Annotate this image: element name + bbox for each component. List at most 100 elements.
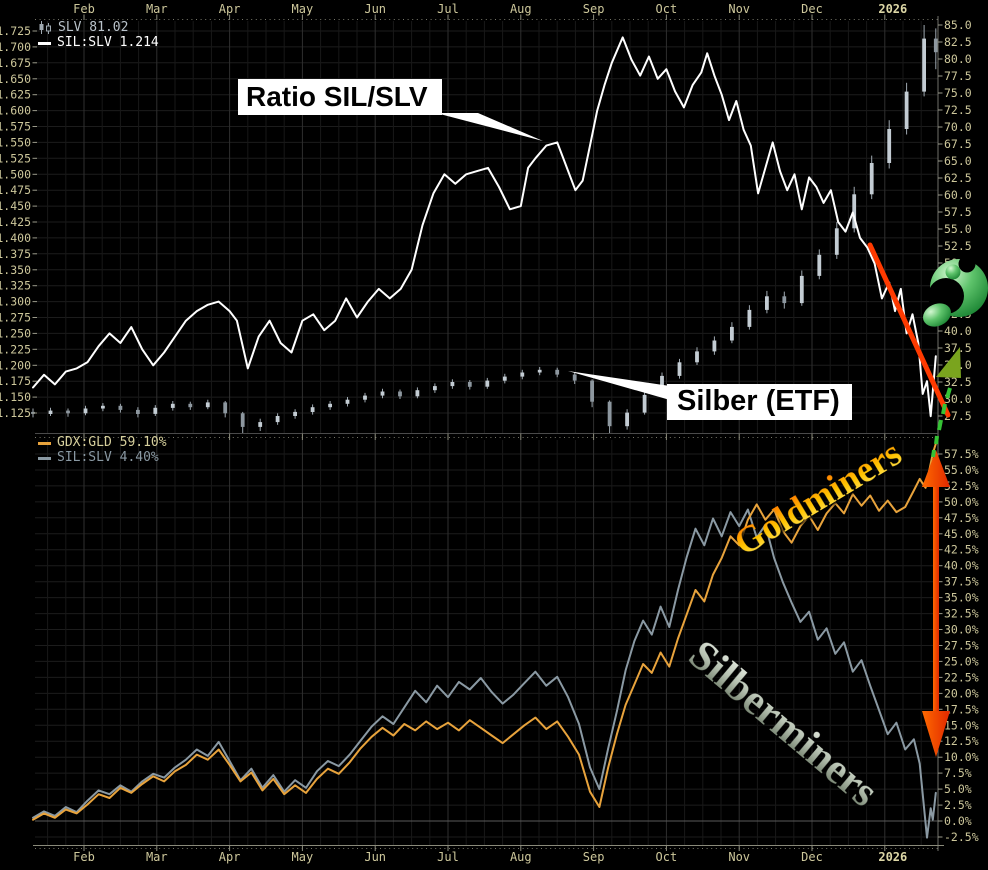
gdx-gld-percent-line [32,442,937,821]
silber-etf-callout[interactable]: Silber (ETF) [667,384,852,420]
svg-text:60.0: 60.0 [944,188,972,202]
svg-text:62.5: 62.5 [944,171,972,185]
svg-text:7.5%: 7.5% [944,766,972,780]
svg-text:Dec: Dec [801,2,823,16]
svg-text:30.0: 30.0 [944,392,972,406]
svg-text:30.0%: 30.0% [944,623,979,637]
svg-text:0.0%: 0.0% [944,814,972,828]
legend-row-sil[interactable]: SIL:SLV 4.40% [38,451,167,465]
svg-text:82.5: 82.5 [944,35,972,49]
svg-text:25.0%: 25.0% [944,654,979,668]
svg-text:22.5%: 22.5% [944,670,979,684]
svg-text:Jul: Jul [437,2,459,16]
legend-row-slv[interactable]: SLV 81.02 [38,21,159,35]
slv-candlestick-series [31,25,938,434]
svg-text:1.725: 1.725 [0,24,31,38]
svg-text:Feb: Feb [73,2,95,16]
svg-text:10.0%: 10.0% [944,750,979,764]
svg-text:52.5: 52.5 [944,239,972,253]
top-chart-legend: SLV 81.02 SIL:SLV 1.214 [38,21,159,50]
svg-text:37.5: 37.5 [944,341,972,355]
svg-text:1.125: 1.125 [0,406,31,420]
svg-text:1.700: 1.700 [0,40,31,54]
svg-text:Jun: Jun [364,2,386,16]
svg-text:85.0: 85.0 [944,18,972,32]
svg-text:70.0: 70.0 [944,120,972,134]
svg-text:1.500: 1.500 [0,167,31,181]
svg-text:1.375: 1.375 [0,247,31,261]
svg-text:1.300: 1.300 [0,295,31,309]
svg-text:Mar: Mar [146,850,168,864]
svg-text:55.0%: 55.0% [944,463,979,477]
svg-text:1.425: 1.425 [0,215,31,229]
line-swatch-white-icon [38,41,51,45]
svg-text:80.0: 80.0 [944,52,972,66]
svg-text:Apr: Apr [219,850,241,864]
svg-text:32.5%: 32.5% [944,607,979,621]
svg-text:5.0%: 5.0% [944,782,972,796]
ratio-callout-tail[interactable] [436,113,543,141]
svg-text:Dec: Dec [801,850,823,864]
svg-text:Aug: Aug [510,850,532,864]
green-dashed-up-arrow[interactable] [931,347,961,458]
legend-row-gdx[interactable]: GDX:GLD 59.10% [38,436,167,450]
svg-text:2.5%: 2.5% [944,798,972,812]
time-axis[interactable]: Feb Feb Mar Mar Apr Apr May May Jun Jun Jul Jul Aug A… [73,2,907,864]
svg-text:-2.5%: -2.5% [944,830,979,844]
svg-text:55.0: 55.0 [944,222,972,236]
svg-text:Oct: Oct [656,850,678,864]
legend-label-gdx: GDX:GLD 59.10% [57,435,167,450]
silber-callout-tail[interactable] [568,371,670,400]
top-left-price-axis[interactable]: 1.725 1.700 1.675 1.650 1.625 1.600 1.5751.550… [0,24,37,420]
svg-text:67.5: 67.5 [944,137,972,151]
sil-slv-ratio-line [32,36,937,418]
legend-label-sil: SIL:SLV 4.40% [57,450,159,465]
legend-row-ratio[interactable]: SIL:SLV 1.214 [38,36,159,50]
svg-text:52.5%: 52.5% [944,479,979,493]
svg-text:1.450: 1.450 [0,199,31,213]
svg-text:1.200: 1.200 [0,358,31,372]
svg-text:1.625: 1.625 [0,88,31,102]
svg-text:32.5: 32.5 [944,375,972,389]
candlestick-icon [38,21,52,35]
svg-text:1.475: 1.475 [0,183,31,197]
red-double-headed-arrow[interactable] [922,450,950,757]
svg-text:1.175: 1.175 [0,374,31,388]
svg-text:1.600: 1.600 [0,104,31,118]
svg-text:Feb: Feb [73,850,95,864]
svg-text:1.350: 1.350 [0,263,31,277]
green-swoosh-ornament-icon [923,255,988,327]
svg-text:40.0: 40.0 [944,324,972,338]
line-swatch-gray-icon [38,456,51,460]
legend-label-ratio: SIL:SLV 1.214 [57,35,159,50]
svg-text:Sep: Sep [583,2,605,16]
svg-text:12.5%: 12.5% [944,734,979,748]
svg-text:27.5%: 27.5% [944,639,979,653]
svg-text:47.5%: 47.5% [944,511,979,525]
svg-text:2026: 2026 [878,850,907,864]
svg-text:35.0%: 35.0% [944,591,979,605]
svg-text:1.150: 1.150 [0,390,31,404]
svg-text:1.550: 1.550 [0,135,31,149]
svg-text:Jul: Jul [437,850,459,864]
svg-text:45.0%: 45.0% [944,527,979,541]
svg-text:57.5%: 57.5% [944,447,979,461]
svg-text:57.5: 57.5 [944,205,972,219]
red-downtrend-arrow[interactable] [867,242,951,418]
svg-text:Sep: Sep [583,850,605,864]
svg-text:Apr: Apr [219,2,241,16]
svg-text:15.0%: 15.0% [944,718,979,732]
svg-text:42.5%: 42.5% [944,543,979,557]
svg-text:Nov: Nov [728,2,750,16]
svg-text:50.0%: 50.0% [944,495,979,509]
ratio-callout[interactable]: Ratio SIL/SLV [238,79,442,115]
svg-text:1.325: 1.325 [0,279,31,293]
svg-text:Nov: Nov [728,850,750,864]
svg-text:65.0: 65.0 [944,154,972,168]
bottom-right-percent-axis[interactable]: 57.5% 55.0% 52.5% 50.0% 47.5% 45.0% 42.5% 40.0%… [938,447,979,844]
svg-text:20.0%: 20.0% [944,686,979,700]
svg-text:1.400: 1.400 [0,231,31,245]
legend-label-slv: SLV 81.02 [58,20,129,35]
